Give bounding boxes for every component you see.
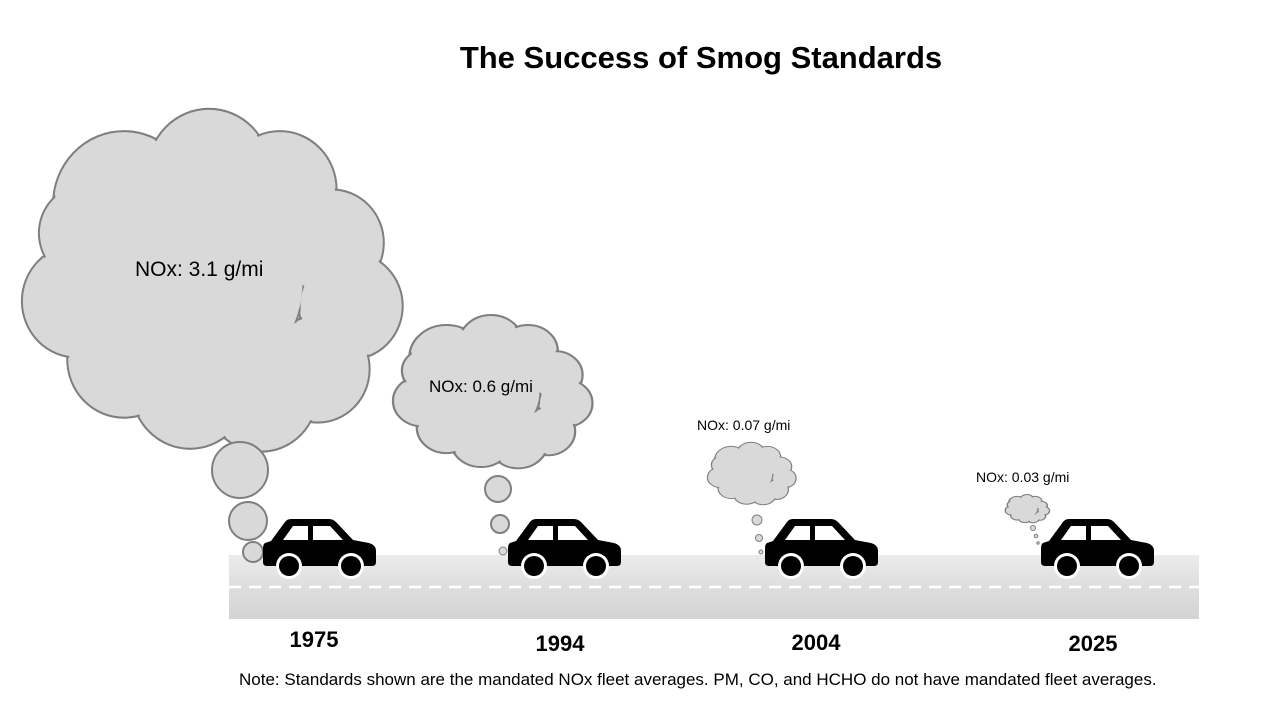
smog-bubble-2004-1 xyxy=(751,514,763,526)
year-label-2004: 2004 xyxy=(791,630,841,655)
smog-cloud-1994 xyxy=(391,314,594,470)
smog-bubble-1994-2 xyxy=(490,514,510,534)
smog-bubble-2025-1 xyxy=(1030,525,1036,531)
year-label-2025: 2025 xyxy=(1068,631,1118,656)
smog-bubble-1994-3 xyxy=(498,546,508,556)
car-icon-2025 xyxy=(1041,519,1154,579)
year-label-1975: 1975 xyxy=(289,627,339,652)
cloud-label-1994: NOx: 0.6 g/mi xyxy=(429,377,533,396)
smog-cloud-2004 xyxy=(706,441,797,506)
smog-bubble-1975-3 xyxy=(242,541,264,563)
page-title: The Success of Smog Standards xyxy=(459,40,943,75)
smog-bubble-1994-1 xyxy=(484,475,512,503)
smog-cloud-2025 xyxy=(1004,494,1051,524)
smog-cloud-1975 xyxy=(20,107,404,453)
smog-bubble-2004-2 xyxy=(755,534,763,542)
year-label-1994: 1994 xyxy=(535,631,585,656)
car-icon-1994 xyxy=(508,519,621,579)
footnote: Note: Standards shown are the mandated N… xyxy=(239,670,1157,689)
smog-bubble-2025-3 xyxy=(1036,541,1040,545)
car-icon-2004 xyxy=(765,519,878,579)
car-icon-1975 xyxy=(263,519,376,579)
cloud-label-2025: NOx: 0.03 g/mi xyxy=(976,469,1070,485)
cloud-label-2004: NOx: 0.07 g/mi xyxy=(697,417,791,433)
smog-bubble-2025-2 xyxy=(1033,533,1039,539)
smog-bubble-1975-1 xyxy=(211,441,269,499)
road xyxy=(229,555,1199,619)
cloud-label-1975: NOx: 3.1 g/mi xyxy=(135,258,264,281)
smog-bubble-2004-3 xyxy=(758,549,764,555)
smog-bubble-1975-2 xyxy=(228,501,268,541)
